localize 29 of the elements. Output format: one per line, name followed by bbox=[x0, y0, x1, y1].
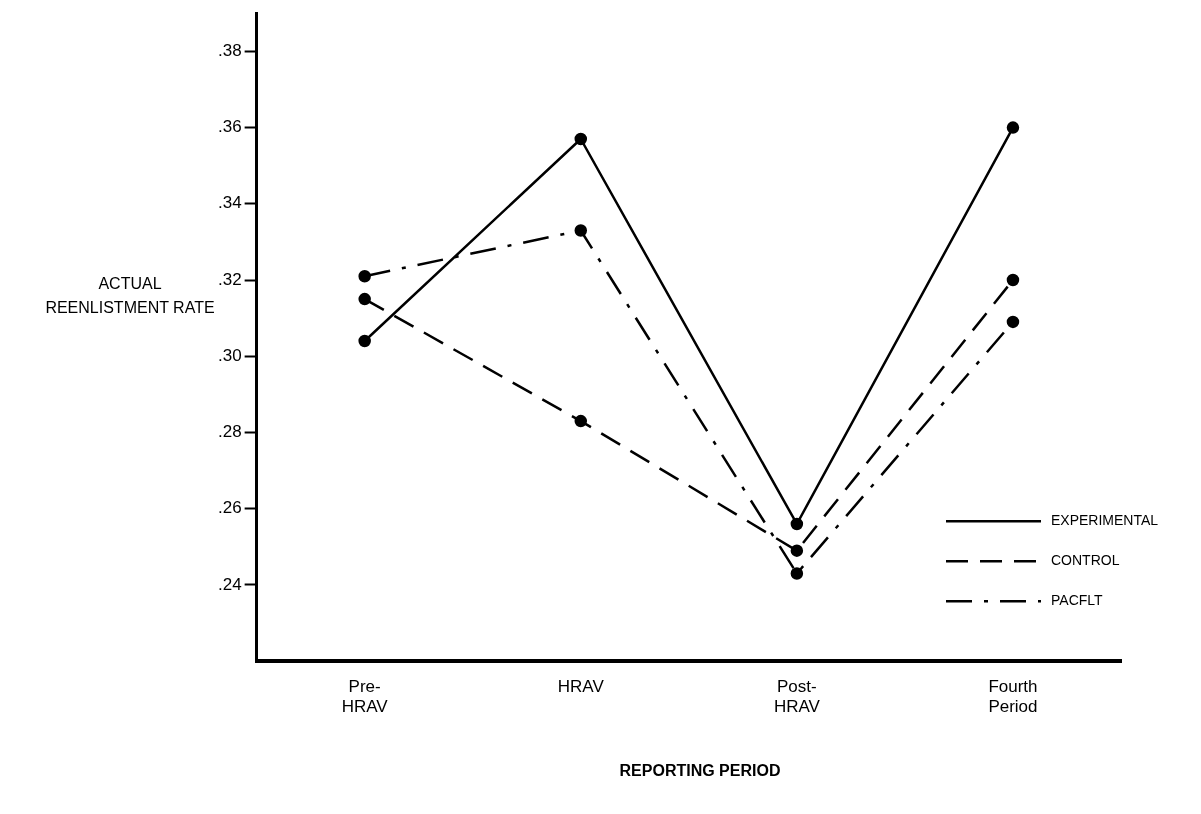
x-tick-label: Post- HRAV bbox=[773, 677, 821, 717]
x-tick-label: HRAV bbox=[557, 677, 605, 697]
y-tick-label: .24 bbox=[217, 574, 242, 594]
point bbox=[1006, 315, 1020, 329]
point bbox=[790, 517, 804, 531]
y-axis-title: ACTUAL REENLISTMENT RATE bbox=[45, 275, 215, 316]
text: EXPERIMENTAL bbox=[1051, 512, 1159, 529]
text: PACFLT bbox=[1051, 592, 1104, 609]
point bbox=[1006, 121, 1020, 134]
y-tick-label: .26 bbox=[217, 498, 242, 518]
point bbox=[790, 567, 804, 580]
y-tick-label: .28 bbox=[217, 422, 242, 442]
point bbox=[358, 334, 371, 348]
point bbox=[790, 544, 804, 557]
y-tick-label: .34 bbox=[217, 193, 242, 213]
x-axis-title: REPORTING PERIOD bbox=[618, 762, 782, 780]
y-tick-label: .32 bbox=[217, 269, 242, 289]
point bbox=[574, 224, 588, 237]
y-tick-label: .36 bbox=[217, 117, 242, 137]
x-tick-label: Fourth Period bbox=[988, 677, 1038, 717]
point bbox=[1006, 273, 1020, 287]
point bbox=[574, 132, 588, 146]
text: CONTROL bbox=[1051, 552, 1120, 569]
y-tick-label: .30 bbox=[217, 345, 242, 365]
point bbox=[574, 414, 588, 428]
point bbox=[358, 269, 371, 283]
y-tick-label: .38 bbox=[217, 41, 242, 61]
x-tick-label: Pre- HRAV bbox=[341, 677, 389, 717]
point bbox=[358, 292, 371, 306]
